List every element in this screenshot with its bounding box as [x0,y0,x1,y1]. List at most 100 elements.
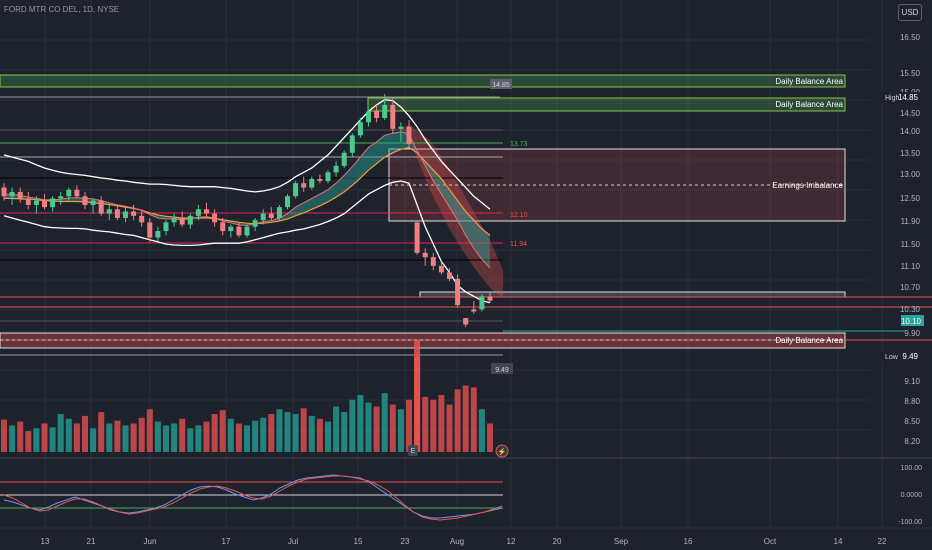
oscillator-pane [0,457,932,521]
level-label: 11.94 [510,241,527,248]
candle-body [17,191,23,199]
price-tick-label: 11.90 [901,217,921,226]
volume-bar [316,418,323,452]
price-tick-label: 15.50 [900,69,921,78]
candle-body [195,209,201,216]
candle-body [479,296,485,310]
news-event-icon [495,444,509,458]
volume-bar [227,418,234,452]
volume-bar [252,420,259,452]
candle-body [374,111,380,118]
volume-bar [430,399,437,452]
volume-bar [446,404,453,452]
volume-bar [41,423,48,452]
candle-body [1,187,7,197]
volume-bar [187,428,194,452]
candle-body [285,196,290,208]
time-tick-label: Sep [614,537,629,546]
price-tick-label: 10.30 [900,305,921,314]
price-tick-label: 13.00 [900,170,921,179]
osc-tick-label: 100.00 [901,465,923,472]
candle-body [82,196,88,205]
volume-bar [49,427,56,452]
candle-body [25,198,31,205]
level-label: 12.10 [510,212,528,219]
price-tick-label: 14.00 [900,127,921,136]
candle-body [430,257,436,266]
bear-channel [400,125,503,298]
candle-body [147,222,153,238]
chart-labels: Daily Balance Area Daily Balance Area Earn… [408,77,844,458]
candle-body [204,209,209,214]
volume-bar [9,425,16,452]
time-tick-label: 14 [834,537,843,546]
volume-bar [268,414,275,452]
time-tick-label: 16 [684,537,693,546]
daily-balance-zone-2 [367,97,846,112]
volume-bar [389,404,396,452]
volume-bar [325,421,331,452]
candles [1,94,493,328]
time-tick-label: Jun [144,537,157,546]
time-tick-label: 13 [41,537,50,546]
volume-bar [219,410,226,452]
candle-body [293,183,299,197]
candle-body [438,265,444,273]
price-tick-label: 10.70 [900,283,921,292]
candle-body [325,172,331,182]
last-price-value: 10.10 [901,317,922,326]
candle-body [90,200,96,205]
candle-body [244,226,250,236]
currency-button[interactable]: USD [898,4,922,21]
candle-body [98,200,104,214]
volume-bar [333,406,340,452]
price-tick-label: 11.50 [901,240,921,249]
zone-label: Daily Balance Area [775,336,843,345]
osc-tick-label: -100.00 [898,519,922,526]
price-tick-label: 12.50 [900,194,921,203]
volume-bar [292,414,299,452]
price-tick-label: 9.10 [904,377,920,386]
time-tick-label: 15 [354,537,363,546]
volume-bar [260,417,267,452]
volume-bar [195,425,202,452]
volume-bar [65,418,72,452]
candle-body [382,104,388,118]
earnings-volume-spike [414,340,421,452]
volume-bar [138,417,145,452]
candle-body [317,178,323,182]
earnings-event-icon [408,445,418,456]
candle-body [187,215,193,225]
daily-balance-zone-1 [0,74,846,88]
candle-body [9,191,15,197]
time-tick-label: 21 [87,537,96,546]
volume-bar [276,409,283,452]
candle-body [42,200,47,208]
candle-body [114,209,120,218]
volume-bar [114,420,121,452]
candle-body [406,126,412,145]
candle-body [341,152,347,166]
time-tick-label: 12 [507,537,516,546]
volume-bar [130,423,137,452]
candle-body [139,215,145,223]
volume-bar [171,423,178,452]
volume-bars [1,340,493,452]
volume-bar [57,414,64,452]
candle-body [357,122,363,136]
price-tick-label: 13.50 [900,149,921,158]
volume-bar [478,409,485,452]
high-tag-bg [881,92,921,103]
volume-bar [73,423,80,452]
volume-bar [98,412,105,452]
volume-bar [244,425,250,452]
price-axis: 16.5015.5015.0014.5014.0013.5013.0012.50… [881,33,924,526]
volume-bar [211,414,218,452]
price-tick-label: 11.10 [901,262,921,271]
volume-bar [308,415,315,452]
candle-body [179,218,185,225]
trough-marker: 9.49 [495,367,509,374]
osc-line-a [3,474,503,519]
level-label: 13.73 [510,141,528,148]
